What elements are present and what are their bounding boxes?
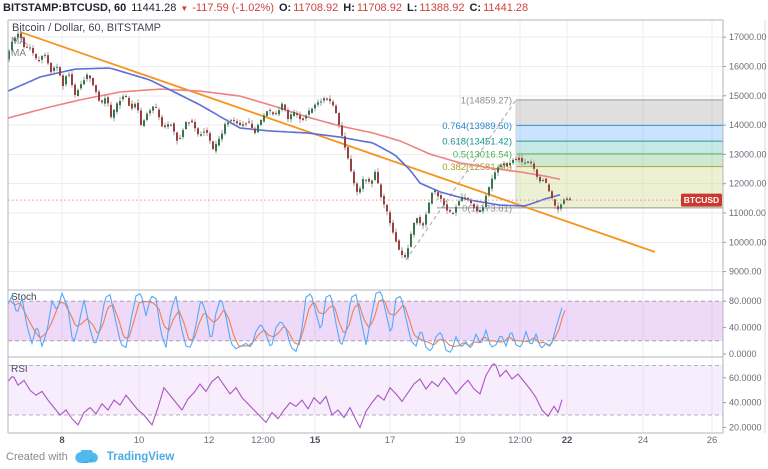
svg-text:Stoch: Stoch: [11, 292, 37, 303]
high-value: 11708.92: [356, 2, 402, 14]
price-axis[interactable]: 9000.00 10000.00 11000.00 12000.00 13000.00 1…: [723, 32, 767, 432]
rsi-line-group: [8, 362, 563, 429]
svg-text:0.618(13451.42): 0.618(13451.42): [442, 137, 512, 148]
svg-text:0(11173.81): 0(11173.81): [462, 203, 512, 214]
svg-text:9000.00: 9000.00: [729, 267, 762, 277]
trendline: [19, 31, 656, 253]
svg-text:BTCUSD: BTCUSD: [684, 195, 719, 205]
svg-text:Bitcoin / Dollar, 60, BITSTAMP: Bitcoin / Dollar, 60, BITSTAMP: [12, 22, 161, 34]
watermark: Created with TradingView: [6, 450, 174, 464]
high-readout: H: 11708.92: [343, 2, 402, 14]
svg-text:60.0000: 60.0000: [729, 373, 762, 383]
svg-text:40.0000: 40.0000: [729, 323, 762, 333]
svg-text:0.382(12581.66): 0.382(12581.66): [442, 162, 512, 173]
svg-text:12000.00: 12000.00: [729, 179, 767, 189]
svg-text:14000.00: 14000.00: [729, 120, 767, 130]
pane-borders: [7, 19, 766, 434]
open-readout: O: 11708.92: [279, 2, 338, 14]
svg-text:12:00: 12:00: [251, 435, 275, 446]
price-axis-badge: BTCUSD: [681, 193, 722, 207]
svg-text:0.764(13989.50): 0.764(13989.50): [442, 121, 512, 132]
symbol-info-bar: BITSTAMP:BTCUSD, 60 11441.28 ▼ -117.59 (…: [3, 1, 528, 15]
svg-text:17000.00: 17000.00: [729, 32, 767, 42]
time-axis[interactable]: 8 10 12 12:00 15 17 19 12:00 22 24 26: [59, 435, 717, 446]
close-label: C:: [469, 2, 482, 14]
stoch-lines: [8, 291, 566, 353]
svg-text:22: 22: [562, 435, 573, 446]
svg-text:8: 8: [59, 435, 64, 446]
svg-text:40.0000: 40.0000: [729, 398, 762, 408]
svg-text:0.5(13016.54): 0.5(13016.54): [453, 149, 512, 160]
open-value: 11708.92: [293, 2, 339, 14]
rsi-pane: [8, 362, 723, 429]
svg-text:MA: MA: [11, 36, 26, 47]
svg-text:19: 19: [455, 435, 466, 446]
svg-text:MA: MA: [11, 48, 26, 59]
grid-lines: [8, 20, 723, 433]
svg-text:20.0000: 20.0000: [729, 422, 762, 432]
svg-text:1(14859.27): 1(14859.27): [461, 95, 512, 106]
low-readout: L: 11388.92: [407, 2, 464, 14]
down-arrow-icon: ▼: [180, 3, 189, 13]
svg-text:11000.00: 11000.00: [729, 208, 766, 218]
svg-text:24: 24: [638, 435, 649, 446]
tradingview-cloud-icon: [75, 450, 98, 464]
symbol-title[interactable]: BITSTAMP:BTCUSD, 60: [3, 2, 127, 14]
svg-text:15000.00: 15000.00: [729, 91, 767, 101]
low-value: 11388.92: [419, 2, 465, 14]
rsi-line: [8, 362, 563, 429]
price-change: -117.59 (-1.02%): [192, 2, 274, 14]
stoch-k-line: [8, 291, 563, 353]
svg-text:RSI: RSI: [11, 364, 28, 375]
stoch-pane: [8, 291, 723, 353]
svg-text:10000.00: 10000.00: [729, 237, 767, 247]
low-label: L:: [406, 2, 418, 14]
svg-text:17: 17: [385, 435, 396, 446]
close-readout: C: 11441.28: [469, 2, 528, 14]
svg-text:80.0000: 80.0000: [729, 296, 762, 306]
fib-retracement: 1(14859.27) 0.764(13989.50) 0.618(13451.42…: [405, 95, 723, 261]
svg-text:10: 10: [134, 435, 145, 446]
svg-text:16000.00: 16000.00: [729, 62, 767, 72]
svg-text:0.0000: 0.0000: [729, 349, 757, 359]
svg-text:12: 12: [204, 435, 215, 446]
open-label: O:: [278, 2, 292, 14]
last-price: 11441.28: [131, 2, 177, 14]
created-with-text: Created with: [6, 451, 68, 463]
svg-text:12:00: 12:00: [508, 435, 532, 446]
svg-text:15: 15: [310, 435, 321, 446]
svg-text:13000.00: 13000.00: [729, 149, 767, 159]
svg-text:26: 26: [707, 435, 718, 446]
tradingview-link[interactable]: TradingView: [106, 451, 175, 463]
close-value: 11441.28: [483, 2, 529, 14]
high-label: H:: [343, 2, 355, 14]
candles-layer: [8, 30, 571, 261]
